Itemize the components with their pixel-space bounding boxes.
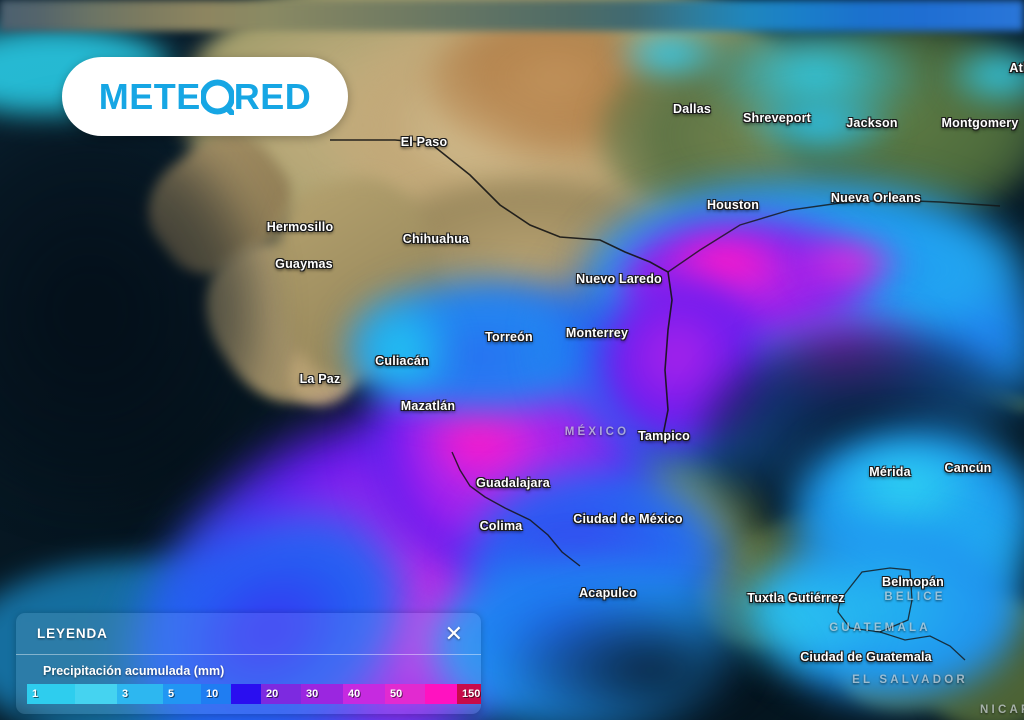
legend-body: Precipitación acumulada (mm) 1 3 5 10 20 30 40… xyxy=(16,655,481,704)
city-label: Nuevo Laredo xyxy=(576,272,662,286)
country-label: NICARA xyxy=(980,704,1024,716)
scale-segment: 30 xyxy=(301,684,343,704)
legend-title: LEYENDA xyxy=(37,626,108,641)
city-label: Mazatlán xyxy=(400,399,456,413)
city-label: Torreón xyxy=(485,330,533,344)
scale-segment: 10 xyxy=(201,684,231,704)
scale-segment-label: 30 xyxy=(306,688,319,700)
scale-segment-label: 40 xyxy=(348,688,361,700)
city-label: Monterrey xyxy=(565,326,629,340)
city-label: Nueva Orleans xyxy=(830,191,922,205)
raindrop-cloud-icon xyxy=(200,79,234,115)
city-label: La Paz xyxy=(299,372,341,386)
scale-segment-label: 1 xyxy=(32,688,39,700)
legend-subtitle: Precipitación acumulada (mm) xyxy=(43,664,225,678)
scale-segment xyxy=(75,684,117,704)
scale-segment: 50 xyxy=(385,684,425,704)
city-label: Tampico xyxy=(638,429,690,443)
legend-panel[interactable]: LEYENDA ✕ Precipitación acumulada (mm) 1… xyxy=(16,613,481,714)
scale-segment: 1 xyxy=(27,684,75,704)
city-label: Cancún xyxy=(944,461,992,475)
city-label: Dallas xyxy=(672,102,712,116)
scale-segment xyxy=(231,684,261,704)
city-label: Ciudad de México xyxy=(573,512,683,526)
city-label: Ciudad de Guatemala xyxy=(800,650,932,664)
logo-wordmark: METE RED xyxy=(98,75,312,117)
scale-segment-label: 3 xyxy=(122,688,129,700)
country-label: BELICE xyxy=(884,591,946,603)
scale-segment-label: 10 xyxy=(206,688,219,700)
city-label: Chihuahua xyxy=(402,232,470,246)
city-label: Shreveport xyxy=(743,111,811,125)
city-label: Mérida xyxy=(869,465,911,479)
logo-text-part2: RED xyxy=(233,75,312,117)
logo-text-part1: METE xyxy=(98,75,201,117)
city-label: Atl xyxy=(1009,61,1024,75)
scale-segment: 150 xyxy=(457,684,481,704)
scale-segment-label: 50 xyxy=(390,688,403,700)
close-icon[interactable]: ✕ xyxy=(444,620,463,646)
scale-segment-label: 20 xyxy=(266,688,279,700)
legend-header: LEYENDA ✕ xyxy=(16,613,481,655)
city-label: Houston xyxy=(706,198,760,212)
country-label: MÉXICO xyxy=(564,426,630,438)
meteored-logo[interactable]: METE RED xyxy=(62,57,348,136)
scale-segment xyxy=(425,684,457,704)
scale-segment: 20 xyxy=(261,684,301,704)
city-label: Montgomery xyxy=(941,116,1019,130)
city-label: Jackson xyxy=(846,116,898,130)
city-label: Hermosillo xyxy=(266,220,334,234)
city-label: Tuxtla Gutiérrez xyxy=(747,591,845,605)
city-label: Colima xyxy=(479,519,523,533)
city-label: Guaymas xyxy=(275,257,333,271)
country-label: EL SALVADOR xyxy=(852,674,968,686)
scale-segment-label: 5 xyxy=(168,688,175,700)
city-label: Belmopán xyxy=(881,575,945,589)
city-label: El Paso xyxy=(400,135,448,149)
scale-segment-label: 150 xyxy=(462,688,481,700)
top-blurred-strip xyxy=(0,0,1024,31)
city-label: Culiacán xyxy=(375,354,429,368)
scale-segment: 40 xyxy=(343,684,385,704)
city-label: Guadalajara xyxy=(476,476,550,490)
scale-segment: 5 xyxy=(163,684,201,704)
scale-segment: 3 xyxy=(117,684,163,704)
country-label: GUATEMALA xyxy=(829,622,931,634)
city-label: Acapulco xyxy=(579,586,637,600)
precipitation-color-scale[interactable]: 1351020304050150300 xyxy=(27,684,481,704)
